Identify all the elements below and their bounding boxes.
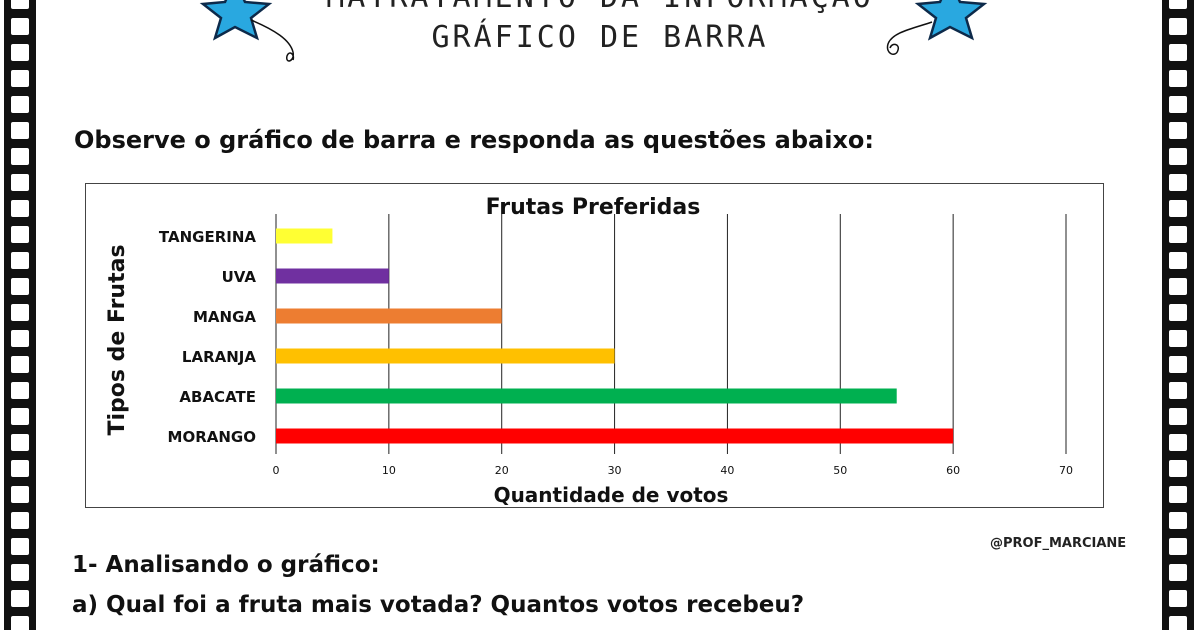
film-strip-left	[4, 0, 36, 630]
category-label: MORANGO	[168, 428, 256, 446]
film-hole	[1169, 96, 1187, 113]
bar	[276, 388, 897, 404]
film-hole	[11, 408, 29, 425]
bar	[276, 308, 502, 324]
film-hole	[1169, 122, 1187, 139]
film-hole	[11, 278, 29, 295]
bar-chart: Frutas Preferidas Tipos de Frutas Quanti…	[105, 195, 1074, 507]
film-hole	[1169, 356, 1187, 373]
film-hole	[1169, 330, 1187, 347]
category-label: MANGA	[193, 308, 256, 326]
film-hole	[1169, 304, 1187, 321]
x-tick-label: 50	[833, 464, 847, 477]
film-hole	[1169, 538, 1187, 555]
x-tick-labels: 0 10 20 30 40 50 60 70	[273, 464, 1074, 477]
film-hole	[11, 44, 29, 61]
film-hole	[1169, 590, 1187, 607]
x-tick-label: 30	[608, 464, 622, 477]
film-hole	[1169, 174, 1187, 191]
film-hole	[11, 226, 29, 243]
x-tick-label: 40	[720, 464, 734, 477]
film-hole	[11, 122, 29, 139]
film-hole	[1169, 434, 1187, 451]
bar	[276, 268, 389, 284]
chart-frame: Frutas Preferidas Tipos de Frutas Quanti…	[85, 183, 1104, 508]
film-hole	[11, 356, 29, 373]
film-hole	[1169, 200, 1187, 217]
film-hole	[1169, 44, 1187, 61]
bar	[276, 428, 954, 444]
film-strip-right	[1162, 0, 1194, 630]
film-hole	[11, 538, 29, 555]
bars	[276, 228, 954, 444]
category-label: TANGERINA	[159, 228, 256, 246]
film-hole	[1169, 0, 1187, 9]
bar	[276, 348, 615, 364]
question-1: 1- Analisando o gráfico:	[72, 552, 380, 578]
category-labels: TANGERINA UVA MANGA LARANJA ABACATE MORANGO	[159, 228, 256, 446]
film-hole	[11, 564, 29, 581]
film-hole	[1169, 512, 1187, 529]
film-hole	[1169, 486, 1187, 503]
film-hole	[11, 252, 29, 269]
worksheet-title: MATRATAMENTO DA INFORMAÇÃO	[0, 0, 1200, 15]
category-label: LARANJA	[182, 348, 256, 366]
film-hole	[1169, 564, 1187, 581]
worksheet-subtitle: GRÁFICO DE BARRA	[431, 20, 769, 55]
author-credit: @PROF_MARCIANE	[990, 536, 1127, 551]
star-balloon-icon	[199, 0, 295, 62]
category-label: ABACATE	[179, 388, 256, 406]
film-hole	[11, 18, 29, 35]
film-hole	[11, 0, 29, 9]
film-hole	[11, 148, 29, 165]
x-tick-label: 70	[1059, 464, 1073, 477]
film-hole	[11, 382, 29, 399]
film-hole	[1169, 18, 1187, 35]
category-label: UVA	[222, 268, 257, 286]
star-balloon-icon	[886, 0, 988, 55]
film-hole	[1169, 408, 1187, 425]
film-hole	[11, 486, 29, 503]
film-hole	[1169, 382, 1187, 399]
film-hole	[11, 460, 29, 477]
x-tick-label: 60	[946, 464, 960, 477]
film-hole	[11, 434, 29, 451]
film-hole	[1169, 460, 1187, 477]
film-hole	[11, 616, 29, 630]
film-hole	[1169, 148, 1187, 165]
x-axis-label: Quantidade de votos	[494, 483, 729, 506]
film-hole	[11, 304, 29, 321]
question-1a: a) Qual foi a fruta mais votada? Quantos…	[72, 592, 805, 618]
instruction-text: Observe o gráfico de barra e responda as…	[74, 126, 875, 154]
x-tick-label: 10	[382, 464, 396, 477]
x-tick-label: 0	[273, 464, 280, 477]
grid-lines	[275, 214, 1067, 454]
bar	[276, 228, 333, 244]
film-hole	[1169, 70, 1187, 87]
film-hole	[11, 590, 29, 607]
film-hole	[1169, 278, 1187, 295]
y-axis-label: Tipos de Frutas	[105, 244, 130, 435]
x-tick-label: 20	[495, 464, 509, 477]
film-hole	[1169, 226, 1187, 243]
film-hole	[11, 70, 29, 87]
chart-title: Frutas Preferidas	[486, 195, 701, 220]
film-hole	[11, 200, 29, 217]
film-hole	[11, 512, 29, 529]
film-hole	[11, 96, 29, 113]
film-hole	[1169, 616, 1187, 630]
film-hole	[1169, 252, 1187, 269]
film-hole	[11, 174, 29, 191]
film-hole	[11, 330, 29, 347]
